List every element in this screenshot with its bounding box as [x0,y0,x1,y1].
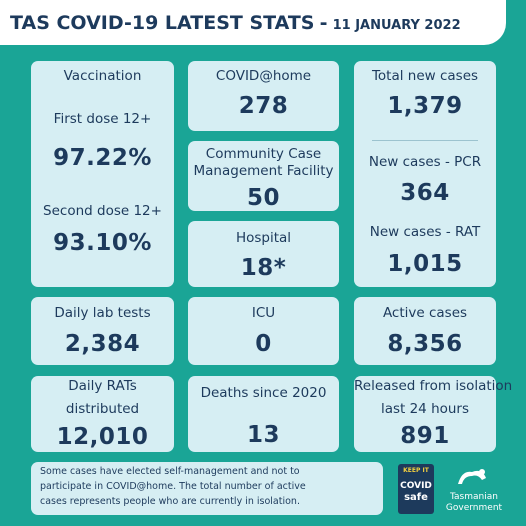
value: 891 [400,423,450,449]
footnote-line: Some cases have elected self-management … [40,466,300,477]
card [188,297,339,365]
label: Second dose 12+ [43,203,162,219]
card [31,297,174,365]
label: First dose 12+ [53,111,152,127]
card [188,221,339,287]
card [188,141,339,211]
label: Vaccination [63,68,142,84]
footnote-card [31,462,383,515]
value: 97.22% [53,145,152,171]
label: Released from isolation [354,378,513,394]
value: 18* [240,255,287,281]
label: last 24 hours [380,401,470,417]
card [188,376,339,452]
label: Daily RATs [68,378,137,394]
label: Daily lab tests [54,305,151,321]
footnote-line: cases represents people who are currentl… [40,496,300,507]
label: Management Facility [193,163,334,179]
value: 0 [255,331,272,357]
label: Community Case [205,146,322,162]
value: 2,384 [64,331,141,357]
value: 13 [246,422,280,448]
label: COVID@home [215,68,312,84]
value: 93.10% [53,230,152,256]
label: New cases - PCR [368,154,482,170]
logo-text: COVID [400,481,432,491]
value: 1,379 [387,93,463,119]
label: New cases - RAT [369,224,481,240]
separator: - [319,12,328,34]
value: 50 [246,185,280,211]
value: 278 [238,93,289,119]
card [31,376,174,452]
date: 11 JANUARY 2022 [332,18,461,33]
label: Active cases [382,305,468,321]
label: Deaths since 2020 [200,385,327,401]
logo-text: Tasmanian [450,492,498,502]
government-emblem [458,469,486,484]
footnote-line: participate in COVID@home. The total num… [40,481,306,492]
card [31,61,174,287]
header-band [0,0,506,45]
logo-text: KEEP IT [403,467,429,474]
card [188,61,339,131]
logo-text: Government [445,503,503,513]
title: TAS COVID-19 LATEST STATS [10,12,315,34]
covid-safe-logo: KEEP IT COVID safe [398,464,434,514]
logo-text: safe [404,492,428,503]
card [354,376,496,452]
value: 1,015 [387,251,463,277]
card [354,61,496,287]
label: Hospital [235,230,292,246]
value: 12,010 [56,424,149,450]
value: 8,356 [387,331,463,357]
divider [372,140,478,141]
label: Total new cases [371,68,479,84]
label: distributed [65,401,140,417]
card [354,297,496,365]
value: 364 [400,180,450,206]
header: TAS COVID-19 LATEST STATS - 11 JANUARY 2… [10,12,461,34]
label: ICU [251,305,276,321]
